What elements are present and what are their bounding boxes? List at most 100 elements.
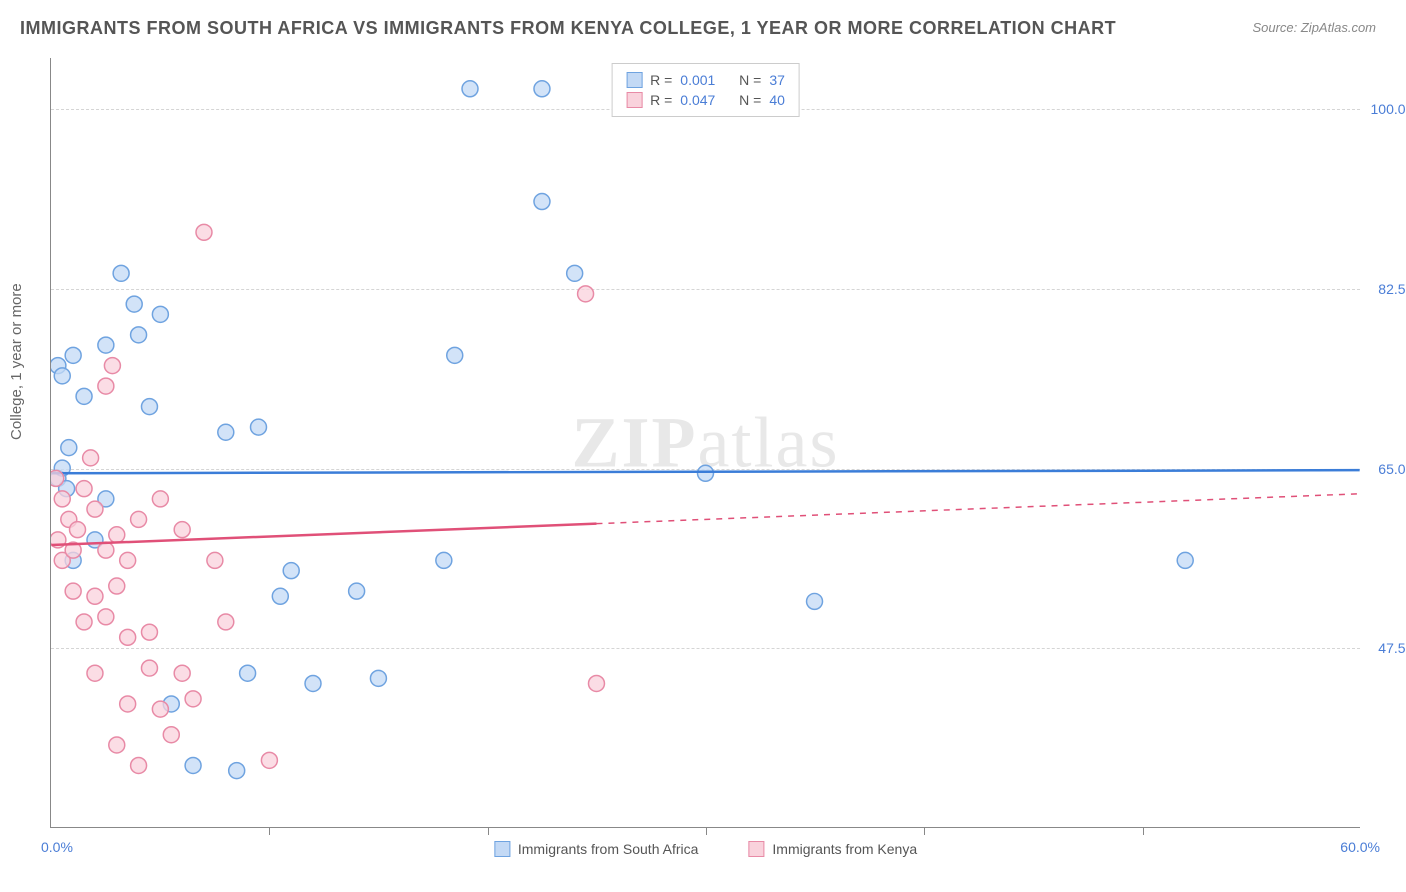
chart-title: IMMIGRANTS FROM SOUTH AFRICA VS IMMIGRAN… <box>20 18 1116 39</box>
scatter-point <box>240 665 256 681</box>
scatter-point <box>54 491 70 507</box>
scatter-point <box>462 81 478 97</box>
legend-swatch-sa-icon <box>494 841 510 857</box>
n-label: N = <box>739 72 761 88</box>
r-label: R = <box>650 92 672 108</box>
y-tick-label: 65.0% <box>1378 461 1406 477</box>
scatter-point <box>87 501 103 517</box>
scatter-point <box>98 609 114 625</box>
y-tick-label: 47.5% <box>1378 640 1406 656</box>
scatter-point <box>283 563 299 579</box>
scatter-point <box>174 665 190 681</box>
legend-swatch-kenya <box>626 92 642 108</box>
y-tick-label: 82.5% <box>1378 281 1406 297</box>
scatter-point <box>120 629 136 645</box>
scatter-point <box>98 337 114 353</box>
x-tick <box>269 827 270 835</box>
scatter-point <box>261 752 277 768</box>
n-value-kenya: 40 <box>769 92 785 108</box>
scatter-point <box>98 542 114 558</box>
stats-legend-row: R = 0.047 N = 40 <box>626 90 785 110</box>
scatter-point <box>436 552 452 568</box>
stats-legend-row: R = 0.001 N = 37 <box>626 70 785 90</box>
scatter-point <box>131 511 147 527</box>
r-label: R = <box>650 72 672 88</box>
scatter-point <box>163 727 179 743</box>
trend-line-dashed <box>596 494 1359 524</box>
scatter-point <box>141 624 157 640</box>
stats-legend: R = 0.001 N = 37 R = 0.047 N = 40 <box>611 63 800 117</box>
scatter-point <box>120 552 136 568</box>
scatter-point <box>174 522 190 538</box>
scatter-point <box>54 368 70 384</box>
x-axis-min-label: 0.0% <box>41 839 73 855</box>
scatter-point <box>65 583 81 599</box>
legend-label-kenya: Immigrants from Kenya <box>772 841 917 857</box>
n-value-sa: 37 <box>769 72 785 88</box>
legend-item-kenya: Immigrants from Kenya <box>748 841 917 857</box>
scatter-point <box>104 358 120 374</box>
scatter-point <box>83 450 99 466</box>
scatter-point <box>207 552 223 568</box>
scatter-point <box>185 757 201 773</box>
scatter-point <box>98 378 114 394</box>
scatter-point <box>578 286 594 302</box>
x-tick <box>1143 827 1144 835</box>
r-value-sa: 0.001 <box>680 72 715 88</box>
x-tick <box>706 827 707 835</box>
scatter-point <box>65 347 81 363</box>
scatter-point <box>588 675 604 691</box>
scatter-point <box>185 691 201 707</box>
scatter-point <box>152 306 168 322</box>
scatter-point <box>76 481 92 497</box>
scatter-point <box>51 470 64 486</box>
scatter-point <box>1177 552 1193 568</box>
scatter-point <box>305 675 321 691</box>
scatter-point <box>447 347 463 363</box>
scatter-point <box>218 614 234 630</box>
scatter-point <box>131 327 147 343</box>
scatter-point <box>141 660 157 676</box>
x-tick <box>924 827 925 835</box>
scatter-point <box>534 194 550 210</box>
scatter-point <box>251 419 267 435</box>
scatter-point <box>76 388 92 404</box>
legend-swatch-sa <box>626 72 642 88</box>
scatter-point <box>272 588 288 604</box>
legend-swatch-kenya-icon <box>748 841 764 857</box>
scatter-point <box>152 701 168 717</box>
scatter-point <box>70 522 86 538</box>
scatter-point <box>87 665 103 681</box>
scatter-point <box>349 583 365 599</box>
source-label: Source: ZipAtlas.com <box>1252 20 1376 35</box>
scatter-point <box>131 757 147 773</box>
scatter-point <box>76 614 92 630</box>
scatter-point <box>370 670 386 686</box>
scatter-point <box>109 737 125 753</box>
scatter-point <box>807 593 823 609</box>
scatter-point <box>698 465 714 481</box>
scatter-point <box>113 265 129 281</box>
scatter-point <box>109 527 125 543</box>
scatter-point <box>152 491 168 507</box>
scatter-point <box>218 424 234 440</box>
scatter-point <box>229 763 245 779</box>
scatter-point <box>61 440 77 456</box>
trend-line-solid <box>51 470 1359 473</box>
y-tick-label: 100.0% <box>1371 101 1406 117</box>
trend-line-solid <box>51 524 596 545</box>
n-label: N = <box>739 92 761 108</box>
x-tick <box>488 827 489 835</box>
scatter-point <box>196 224 212 240</box>
r-value-kenya: 0.047 <box>680 92 715 108</box>
scatter-point <box>120 696 136 712</box>
legend-label-sa: Immigrants from South Africa <box>518 841 699 857</box>
scatter-point <box>534 81 550 97</box>
scatter-point <box>126 296 142 312</box>
scatter-point <box>109 578 125 594</box>
bottom-legend: Immigrants from South Africa Immigrants … <box>494 841 917 857</box>
scatter-svg <box>51 58 1360 827</box>
y-axis-label: College, 1 year or more <box>8 283 25 440</box>
legend-item-sa: Immigrants from South Africa <box>494 841 699 857</box>
scatter-point <box>87 588 103 604</box>
